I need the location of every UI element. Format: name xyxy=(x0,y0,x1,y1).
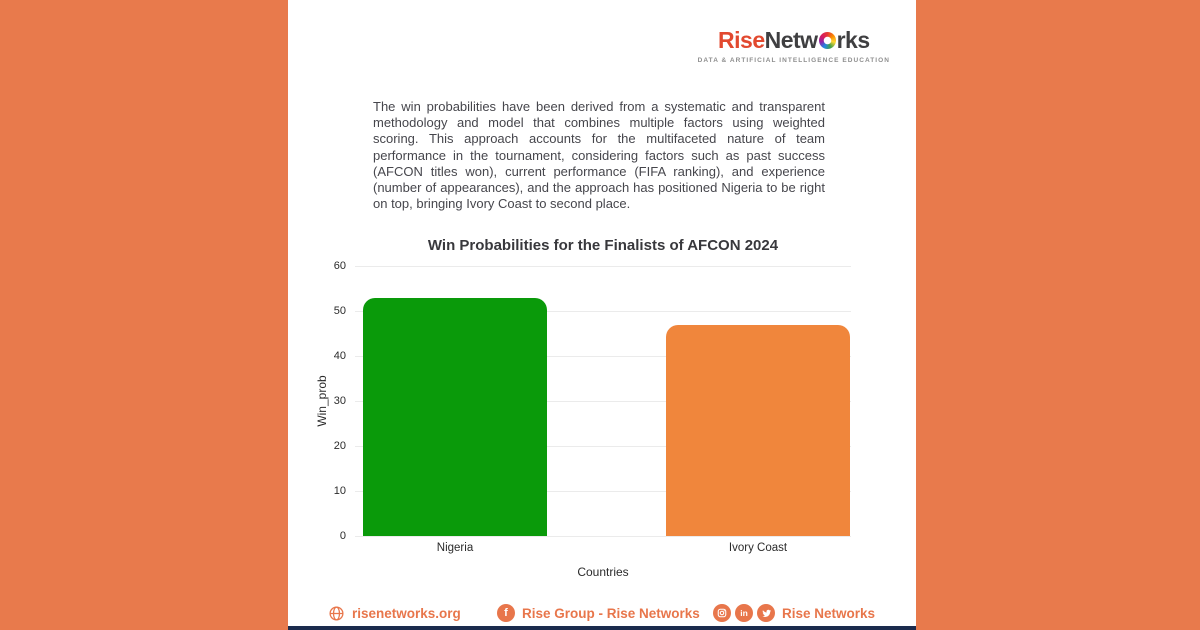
gridline xyxy=(355,536,851,537)
footer-facebook-link[interactable]: f Rise Group - Rise Networks xyxy=(497,602,700,624)
globe-icon xyxy=(328,605,345,622)
rise-networks-logo: Rise Netw rks DATA & ARTIFICIAL INTELLIGEN… xyxy=(698,27,890,64)
twitter-icon xyxy=(757,604,775,622)
footer-website-link[interactable]: risenetworks.org xyxy=(328,602,461,624)
y-tick-label: 10 xyxy=(333,485,346,497)
footer-website-label: risenetworks.org xyxy=(352,605,461,621)
x-axis-title: Countries xyxy=(577,565,629,579)
bar-nigeria xyxy=(363,297,547,536)
bar-ivory-coast xyxy=(666,324,850,536)
x-category-label: Ivory Coast xyxy=(728,542,788,554)
gridline xyxy=(355,356,851,357)
gridline xyxy=(355,401,851,402)
gridline xyxy=(355,311,851,312)
gridline xyxy=(355,266,851,267)
gridline xyxy=(355,446,851,447)
y-axis-title: Win_prob xyxy=(315,375,329,427)
footer-social-label: Rise Networks xyxy=(782,605,876,621)
logo-colorwheel-icon xyxy=(818,32,836,49)
footer-social-links[interactable]: in Rise Networks xyxy=(713,602,875,624)
logo-text-netw: Netw xyxy=(764,27,818,53)
logo-text-rise: Rise xyxy=(718,27,765,53)
gridline xyxy=(355,491,851,492)
logo-tagline: DATA & ARTIFICIAL INTELLIGENCE EDUCATION xyxy=(697,57,890,64)
bottom-accent-strip xyxy=(288,626,916,630)
footer-facebook-label: Rise Group - Rise Networks xyxy=(522,605,700,621)
linkedin-icon: in xyxy=(735,604,753,622)
logo-wordmark: Rise Netw rks xyxy=(698,27,890,54)
content-card: Rise Netw rks DATA & ARTIFICIAL INTELLIGEN… xyxy=(288,0,916,630)
intro-paragraph: The win probabilities have been derived … xyxy=(373,99,825,212)
y-tick-label: 20 xyxy=(333,440,346,452)
instagram-icon xyxy=(713,604,731,622)
x-category-label: Nigeria xyxy=(436,542,474,554)
y-tick-label: 40 xyxy=(333,350,346,362)
chart-title: Win Probabilities for the Finalists of A… xyxy=(427,237,779,254)
y-tick-label: 60 xyxy=(333,260,346,272)
logo-text-rks: rks xyxy=(836,27,871,53)
y-tick-label: 50 xyxy=(333,305,346,317)
y-tick-label: 0 xyxy=(339,530,346,542)
facebook-icon: f xyxy=(497,604,515,622)
plot-area: 0 10 20 30 40 50 60 Nigeria Ivory Coast xyxy=(334,260,851,554)
social-icon-row: in xyxy=(713,604,775,622)
y-tick-label: 30 xyxy=(333,395,346,407)
